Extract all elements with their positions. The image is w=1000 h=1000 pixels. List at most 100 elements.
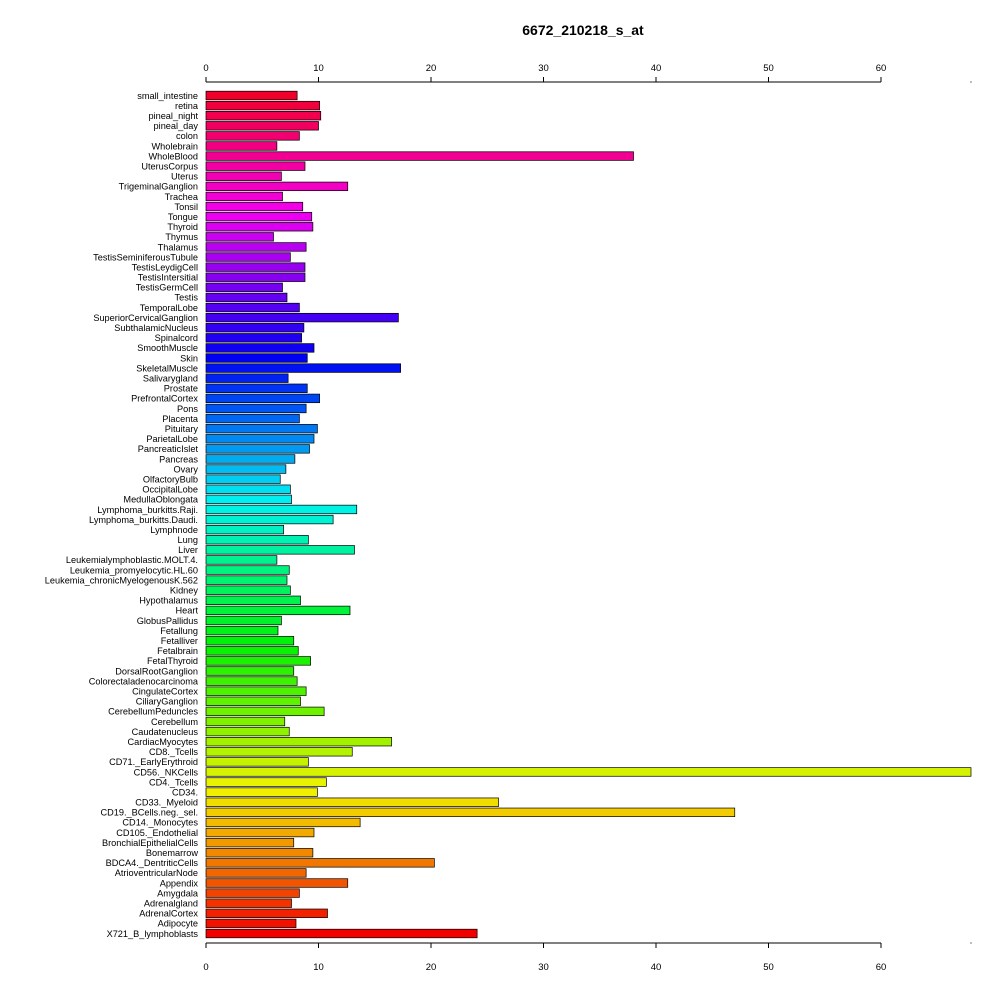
category-label: Hypothalamus <box>139 596 198 606</box>
category-label: Leukemia_chronicMyelogenousK.562 <box>45 575 198 585</box>
tick-label: 10 <box>313 63 324 74</box>
category-label: AdrenalCortex <box>139 909 198 919</box>
category-label: pineal_day <box>154 121 199 131</box>
chart-title: 6672_210218_s_at <box>522 22 644 38</box>
category-label: Lymphnode <box>150 525 198 535</box>
category-label: retina <box>175 101 199 111</box>
category-label: Leukemialymphoblastic.MOLT.4. <box>66 555 198 565</box>
bar-Fetalbrain <box>205 646 299 656</box>
tick-label: 30 <box>538 63 549 74</box>
bar-CD56._NKCells <box>205 767 972 777</box>
bar-Wholebrain <box>205 141 278 151</box>
tick-label: 40 <box>651 63 662 74</box>
tick-label: 50 <box>763 962 774 973</box>
bar-Adrenalgland <box>205 898 292 908</box>
category-label: CD33._Myeloid <box>135 798 198 808</box>
category-label: Prostate <box>164 384 198 394</box>
tick-label: 60 <box>876 63 887 74</box>
category-label: small_intestine <box>137 91 198 101</box>
bar-PrefrontalCortex <box>205 393 320 404</box>
category-label: Amygdala <box>157 888 199 898</box>
bar-Lymphnode <box>205 524 284 535</box>
bar-CD14._Monocytes <box>205 817 361 828</box>
bar-PancreaticIslet <box>205 444 310 454</box>
tick-label: 50 <box>763 63 774 74</box>
category-label: Kidney <box>170 586 198 596</box>
category-label: OccipitalLobe <box>142 485 198 495</box>
bar-UterusCorpus <box>205 161 306 171</box>
bar-TrigeminalGanglion <box>205 181 349 192</box>
category-label: CiliaryGanglion <box>136 697 198 707</box>
category-label: CerebellumPeduncles <box>108 707 198 717</box>
category-label: Uterus <box>171 172 198 182</box>
bar-Adipocyte <box>205 918 297 929</box>
bar-Hypothalamus <box>205 595 301 605</box>
bar-SuperiorCervicalGanglion <box>205 312 399 323</box>
bar-Uterus <box>205 171 282 181</box>
bar-Leukemia_promyelocytic.HL.60 <box>205 565 290 575</box>
bar-Ovary <box>205 464 287 474</box>
bar-retina <box>205 100 320 111</box>
tick-label: 40 <box>651 962 662 973</box>
bar-Lung <box>205 535 309 545</box>
bar-SubthalamicNucleus <box>205 323 305 333</box>
category-label: SuperiorCervicalGanglion <box>93 313 198 323</box>
bar-Placenta <box>205 413 300 424</box>
category-label: X721_B_lymphoblasts <box>107 929 199 939</box>
category-label: Lymphoma_burkitts.Daudi. <box>89 515 198 525</box>
category-label: BDCA4._DentriticCells <box>106 858 199 868</box>
category-label: Adipocyte <box>158 919 198 929</box>
bar-CardiacMyocytes <box>205 737 392 747</box>
tick-label: 60 <box>876 962 887 973</box>
tick-label: 0 <box>203 962 208 973</box>
category-label: Liver <box>178 545 198 555</box>
category-label: Fetallung <box>160 626 198 636</box>
category-label: Appendix <box>160 878 199 888</box>
bar-AdrenalCortex <box>205 908 328 918</box>
bar-TestisIntersitial <box>205 272 306 282</box>
bar-small_intestine <box>205 90 298 101</box>
bar-Amygdala <box>205 888 300 898</box>
bar-Thymus <box>205 232 274 242</box>
category-label: TestisGermCell <box>136 283 198 293</box>
bar-Tongue <box>205 212 313 222</box>
bar-Thyroid <box>205 222 314 232</box>
category-label: Bonemarrow <box>146 848 198 858</box>
category-label: CardiacMyocytes <box>128 737 199 747</box>
bar-CD34. <box>205 787 318 797</box>
bar-CD33._Myeloid <box>205 797 499 807</box>
bar-Salivarygland <box>205 373 289 383</box>
bar-Tonsil <box>205 201 304 212</box>
category-label: BronchialEpithelialCells <box>102 838 198 848</box>
bar-CD19._BCells.neg._sel. <box>205 807 736 817</box>
bars-group <box>205 90 972 939</box>
category-label: Adrenalgland <box>144 899 198 909</box>
category-label: Colorectaladenocarcinoma <box>89 676 199 686</box>
tick-label: 0 <box>203 63 208 74</box>
category-label: Lymphoma_burkitts.Raji. <box>97 505 198 515</box>
category-label: SmoothMuscle <box>137 343 198 353</box>
category-label: Placenta <box>162 414 199 424</box>
category-label: colon <box>176 131 198 141</box>
bar-Pituitary <box>205 424 318 434</box>
bar-Colorectaladenocarcinoma <box>205 676 298 686</box>
category-label: CD71._EarlyErythroid <box>109 757 198 767</box>
category-label: Ovary <box>173 464 198 474</box>
category-label: CD4._Tcells <box>149 777 198 787</box>
category-label: CD105._Endothelial <box>116 828 198 838</box>
bar-Bonemarrow <box>205 848 314 858</box>
category-label: Trachea <box>165 192 199 202</box>
category-label: Cerebellum <box>151 717 198 727</box>
bar-SkeletalMuscle <box>205 363 401 373</box>
category-label: WholeBlood <box>148 151 198 161</box>
bar-Kidney <box>205 585 291 595</box>
bottom-x-axis: 0 10 20 30 40 50 60 <box>203 942 972 973</box>
category-label: Skin <box>180 353 198 363</box>
bar-Thalamus <box>205 242 307 252</box>
category-label: SkeletalMuscle <box>136 363 198 373</box>
category-label: PancreaticIslet <box>138 444 199 454</box>
bar-BronchialEpithelialCells <box>205 837 295 848</box>
bar-Trachea <box>205 191 283 202</box>
category-label: Leukemia_promyelocytic.HL.60 <box>70 565 198 575</box>
bar-SmoothMuscle <box>205 343 315 353</box>
